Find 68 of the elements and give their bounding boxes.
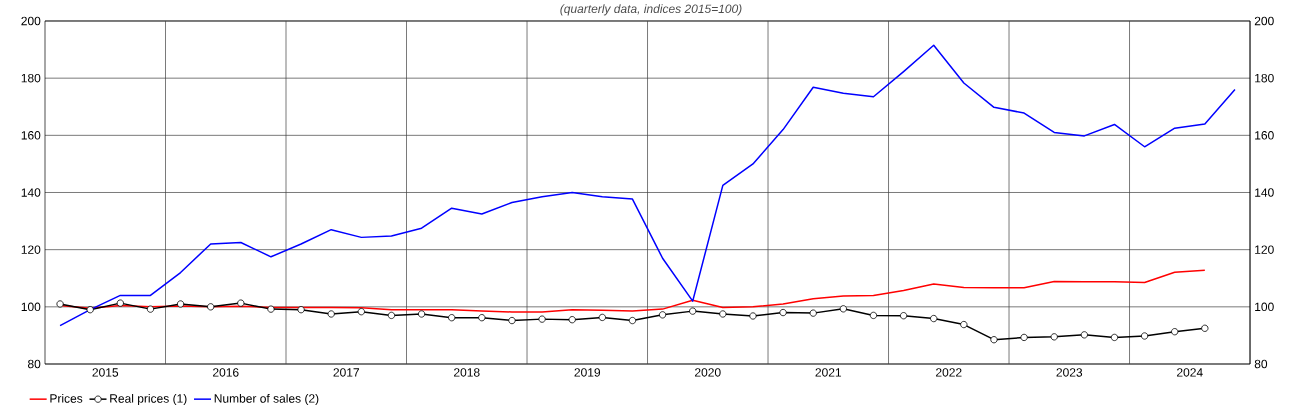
- point: [899, 312, 908, 320]
- y2-tick-label: 100: [1255, 302, 1274, 312]
- point: [749, 312, 757, 320]
- point: [1201, 324, 1209, 332]
- point: [839, 305, 847, 313]
- point: [1020, 333, 1028, 342]
- point: [417, 310, 426, 318]
- point: [658, 311, 667, 319]
- point: [930, 314, 938, 323]
- y2-tick-label: 80: [1254, 359, 1268, 369]
- y2-tick-label: 200: [1254, 16, 1274, 26]
- point: [719, 310, 727, 318]
- legend-label: Number of sales (2): [214, 393, 319, 406]
- x-tick-label: 2022: [936, 368, 962, 377]
- point: [628, 316, 637, 325]
- y-tick-label: 80: [27, 359, 41, 369]
- x-tick-label: 2021: [815, 368, 842, 377]
- point: [116, 299, 124, 307]
- point: [1171, 328, 1179, 336]
- x-tick-label: 2024: [1177, 368, 1203, 377]
- y-tick-label: 200: [21, 16, 41, 26]
- x-tick-label: 2015: [92, 368, 119, 377]
- point: [809, 309, 817, 317]
- x-tick-label: 2023: [1056, 368, 1083, 377]
- point: [1080, 331, 1088, 339]
- y2-tick-label: 120: [1255, 245, 1274, 254]
- point: [568, 316, 576, 324]
- point: [990, 336, 998, 344]
- chart-subtitle: (quarterly data, indices 2015=100): [560, 4, 742, 16]
- point: [207, 303, 215, 311]
- point: [1110, 333, 1119, 342]
- point: [508, 316, 516, 325]
- point: [267, 305, 275, 313]
- y-tick-label: 120: [21, 245, 41, 254]
- x-tick-label: 2017: [333, 368, 360, 377]
- y-tick-label: 140: [21, 188, 41, 197]
- line-series: [59, 44, 1236, 327]
- x-tick-label: 2018: [454, 368, 480, 377]
- point: [357, 308, 365, 316]
- point: [538, 315, 546, 323]
- point: [176, 300, 185, 308]
- legend-label: Real prices (1): [110, 393, 187, 406]
- y2-tick-label: 160: [1255, 131, 1274, 140]
- point: [448, 314, 456, 322]
- point: [960, 320, 968, 329]
- point: [146, 305, 155, 313]
- point: [689, 307, 697, 315]
- x-tick-label: 2020: [695, 368, 721, 377]
- point: [1140, 332, 1149, 340]
- point: [56, 300, 64, 308]
- y-tick-label: 180: [21, 73, 41, 83]
- point: [237, 299, 245, 307]
- x-tick-label: 2016: [213, 368, 239, 377]
- point: [598, 313, 606, 322]
- x-tick-label: 2019: [574, 368, 601, 377]
- y-tick-label: 160: [21, 131, 41, 140]
- point: [387, 311, 396, 320]
- legend-label: Prices: [50, 393, 83, 403]
- point: [1050, 333, 1058, 341]
- y2-tick-label: 140: [1255, 188, 1274, 197]
- point: [779, 308, 787, 317]
- point: [327, 310, 335, 318]
- point: [86, 306, 94, 314]
- point: [869, 311, 878, 320]
- point: [297, 306, 305, 314]
- point: [478, 314, 486, 322]
- y2-tick-label: 180: [1255, 73, 1274, 83]
- y-tick-label: 100: [21, 302, 41, 312]
